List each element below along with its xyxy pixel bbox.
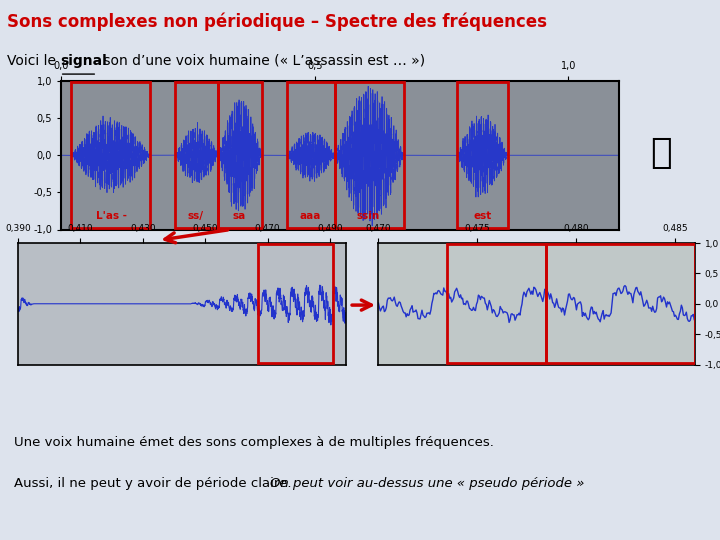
Text: ss/: ss/ (188, 211, 204, 221)
Text: Voici le: Voici le (7, 54, 60, 68)
Text: sa: sa (232, 211, 246, 221)
Bar (71, 83, 150, 228)
Bar (457, 83, 508, 228)
Bar (176, 83, 218, 228)
Bar (287, 83, 335, 228)
Text: 🔊: 🔊 (649, 136, 672, 170)
Text: aaa: aaa (299, 211, 320, 221)
Text: Sons complexes non périodique – Spectre des fréquences: Sons complexes non périodique – Spectre … (7, 12, 547, 31)
Bar (218, 83, 261, 228)
Text: signal: signal (60, 54, 107, 68)
Text: son d’une voix humaine (« L’assassin est … »): son d’une voix humaine (« L’assassin est… (99, 54, 425, 68)
Bar (546, 244, 695, 363)
Text: ssin: ssin (356, 211, 379, 221)
Text: est: est (473, 211, 491, 221)
Text: Aussi, il ne peut y avoir de période claire.: Aussi, il ne peut y avoir de période cla… (14, 477, 296, 490)
Bar (258, 244, 333, 363)
Text: On peut voir au-dessus une « pseudo période »: On peut voir au-dessus une « pseudo péri… (270, 477, 585, 490)
Text: L'as -: L'as - (96, 211, 127, 221)
Text: Une voix humaine émet des sons complexes à de multiples fréquences.: Une voix humaine émet des sons complexes… (14, 436, 494, 449)
Bar (335, 83, 404, 228)
Bar (447, 244, 546, 363)
